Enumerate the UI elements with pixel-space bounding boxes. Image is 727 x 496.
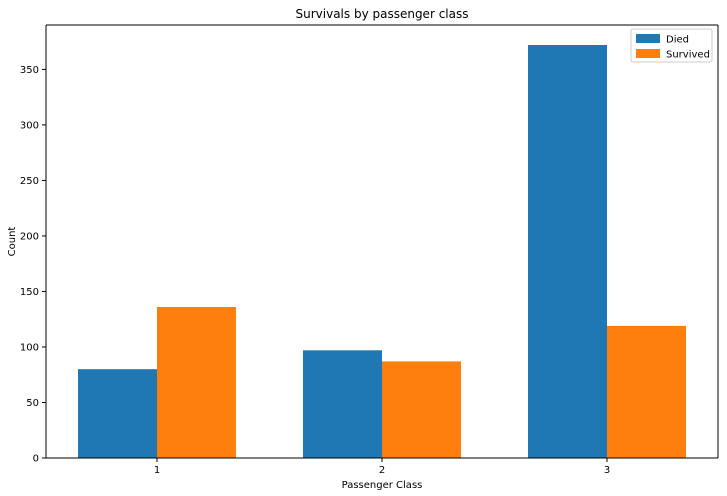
axes-layer: 0 50 100 150 200 250 300 350 1 2 3 [20, 24, 719, 476]
y-tick-label: 300 [20, 120, 39, 131]
y-axis-label: Count [7, 227, 18, 257]
chart-title: Survivals by passenger class [296, 7, 469, 21]
bar-survived-class-1 [157, 307, 236, 458]
bar-died-class-1 [78, 369, 157, 458]
bar-survived-class-3 [607, 325, 686, 458]
legend-swatch-survived [636, 49, 660, 58]
x-tick-label: 2 [379, 465, 385, 476]
x-axis-label: Passenger Class [342, 480, 423, 491]
bar-survived-class-2 [382, 361, 461, 458]
y-tick-label: 250 [20, 176, 39, 187]
y-tick-label: 50 [26, 398, 39, 409]
bar-died-class-2 [303, 350, 382, 458]
bars-layer [78, 44, 686, 458]
x-tick-label: 1 [154, 465, 160, 476]
legend-label-died: Died [666, 35, 689, 46]
legend: Died Survived [630, 28, 713, 63]
y-tick-label: 200 [20, 231, 39, 242]
x-tick-label: 3 [604, 465, 610, 476]
y-tick-label: 150 [20, 287, 39, 298]
y-tick-label: 0 [33, 454, 39, 465]
y-tick-label: 100 [20, 342, 39, 353]
y-tick-label: 350 [20, 65, 39, 76]
legend-swatch-died [636, 34, 660, 43]
legend-label-survived: Survived [666, 50, 710, 61]
bar-died-class-3 [528, 44, 607, 458]
